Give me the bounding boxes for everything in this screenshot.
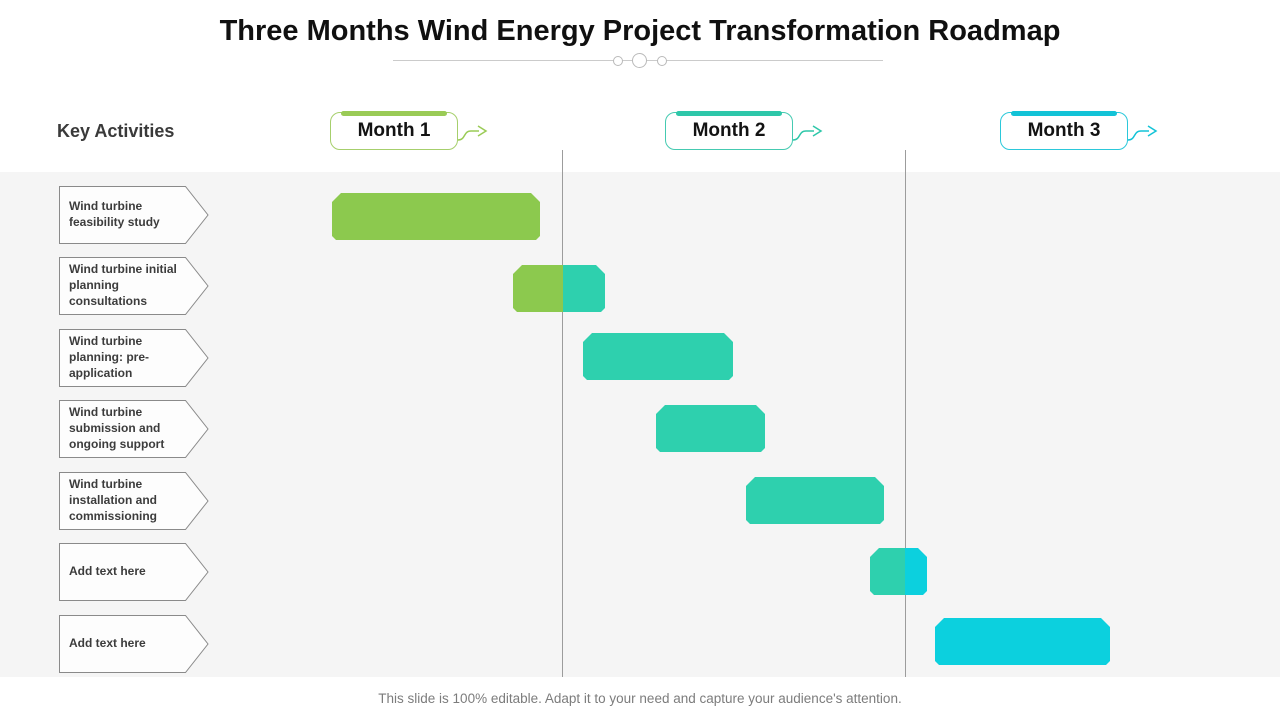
activity-label: Wind turbine submission and ongoing supp… (59, 400, 209, 458)
activity-label: Add text here (59, 543, 209, 601)
month-gridline (562, 150, 563, 677)
divider-circle-icon (657, 56, 667, 66)
activity-label-text: Wind turbine planning: pre-application (69, 334, 149, 380)
month-header: Month 3 (1000, 111, 1128, 150)
activity-label-text: Wind turbine installation and commission… (69, 477, 158, 523)
arrow-shape (59, 186, 209, 244)
page-title: Three Months Wind Energy Project Transfo… (219, 15, 1061, 47)
activity-label-text: Wind turbine feasibility study (69, 199, 160, 229)
month-header: Month 1 (330, 111, 458, 150)
gantt-bar (583, 333, 733, 380)
right-arrow-icon (457, 125, 488, 141)
bar-segment (905, 548, 927, 595)
gantt-bar (935, 618, 1110, 665)
gantt-bar (513, 265, 605, 312)
month-label: Month 3 (1027, 120, 1101, 141)
bar-segment (870, 548, 905, 595)
timeline-canvas (0, 172, 1280, 677)
activity-label: Wind turbine installation and commission… (59, 472, 209, 530)
divider-circle-icon (613, 56, 623, 66)
gantt-bar (746, 477, 884, 524)
bar-segment (513, 265, 563, 312)
arrow-shape (59, 329, 209, 387)
bar-segment (332, 193, 540, 240)
bar-segment (563, 265, 605, 312)
arrow-shape (59, 472, 209, 530)
activity-label: Wind turbine feasibility study (59, 186, 209, 244)
month-accent-bar (341, 111, 447, 116)
bar-segment (583, 333, 733, 380)
activity-label-text: Wind turbine submission and ongoing supp… (69, 405, 165, 451)
activity-label-text: Wind turbine initial planning consultati… (69, 262, 177, 308)
activity-label: Wind turbine initial planning consultati… (59, 257, 209, 315)
footer-note: This slide is 100% editable. Adapt it to… (378, 691, 902, 706)
month-gridline (905, 150, 906, 677)
gantt-bar (870, 548, 927, 595)
month-accent-bar (1011, 111, 1117, 116)
bar-segment (656, 405, 765, 452)
gantt-bar (656, 405, 765, 452)
gantt-bar (332, 193, 540, 240)
bar-segment (935, 618, 1110, 665)
divider-circle-icon (632, 53, 647, 68)
arrow-shape (59, 257, 209, 315)
month-label: Month 1 (357, 120, 431, 141)
month-accent-bar (676, 111, 782, 116)
key-activities-heading: Key Activities (57, 121, 175, 141)
right-arrow-icon (792, 125, 823, 141)
arrow-shape (59, 400, 209, 458)
right-arrow-icon (1127, 125, 1158, 141)
month-label: Month 2 (692, 120, 766, 141)
activity-label: Wind turbine planning: pre-application (59, 329, 209, 387)
arrow-shape (59, 615, 209, 673)
bar-segment (746, 477, 884, 524)
activity-label-text: Add text here (69, 636, 146, 651)
activity-label: Add text here (59, 615, 209, 673)
month-header: Month 2 (665, 111, 793, 150)
activity-label-text: Add text here (69, 564, 146, 579)
arrow-shape (59, 543, 209, 601)
